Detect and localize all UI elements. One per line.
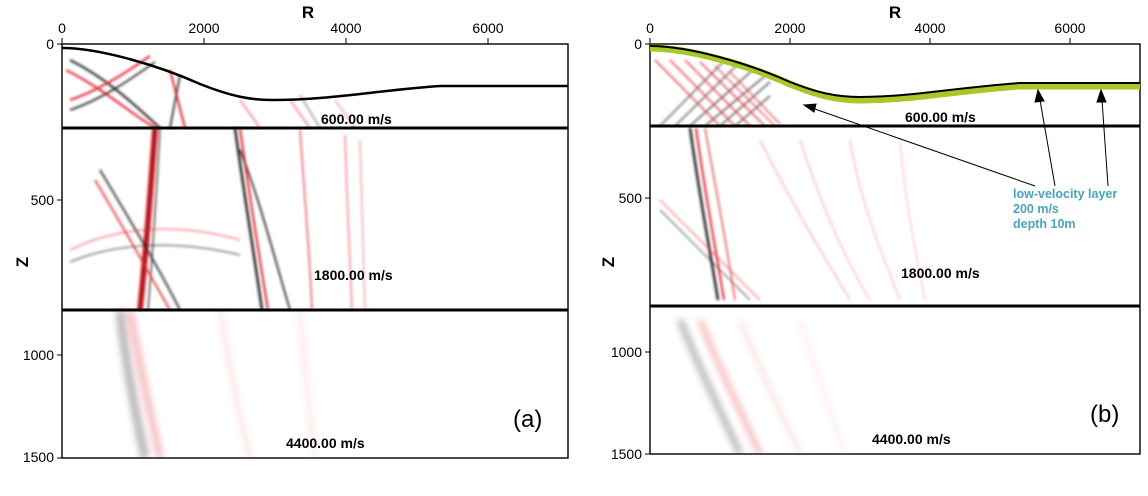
- y-ticks-b: 0 500 1000 1500: [611, 36, 650, 462]
- x-tick-label: 4000: [914, 20, 945, 36]
- surface-topography-b: [649, 45, 1140, 99]
- panel-b: 0 2000 4000 6000 R 0 500 1000 1500 Z 600…: [599, 3, 1141, 462]
- plot-frame-b: [649, 43, 1141, 455]
- y-ticks-a: 0 500 1000 1500: [23, 36, 62, 465]
- y-tick-label: 500: [619, 190, 643, 206]
- panel-a: 0 2000 4000 6000 R 0 500 1000 1500 Z 600…: [13, 3, 569, 465]
- annotation-arrows: [802, 88, 1109, 187]
- panel-label-a: (a): [513, 406, 542, 433]
- x-tick-label: 0: [646, 20, 654, 36]
- x-tick-label: 2000: [774, 20, 805, 36]
- layer-velocity-1-a: 600.00 m/s: [321, 111, 392, 127]
- y-tick-label: 1500: [611, 446, 642, 462]
- x-tick-label: 2000: [188, 20, 219, 36]
- x-tick-label: 6000: [472, 20, 503, 36]
- layer-velocity-3-a: 4400.00 m/s: [286, 435, 365, 451]
- low-velocity-layer-annotation: low-velocity layer 200 m/s depth 10m: [1013, 187, 1117, 231]
- low-velocity-layer-band: [649, 44, 1140, 104]
- y-axis-title-b: Z: [599, 257, 618, 267]
- y-tick-label: 0: [634, 36, 642, 52]
- annotation-line-1: low-velocity layer: [1013, 187, 1117, 201]
- wavefield-a: [65, 55, 366, 458]
- annotation-line-3: depth 10m: [1013, 217, 1076, 231]
- y-tick-label: 0: [46, 36, 54, 52]
- plot-frame-a: [61, 43, 569, 459]
- panel-label-b: (b): [1090, 401, 1119, 428]
- x-axis-title-a: R: [302, 3, 314, 22]
- y-tick-label: 1500: [23, 449, 54, 465]
- y-tick-label: 1000: [611, 344, 642, 360]
- x-tick-label: 0: [58, 20, 66, 36]
- layer-velocity-3-b: 4400.00 m/s: [872, 431, 951, 447]
- x-tick-label: 6000: [1054, 20, 1085, 36]
- y-tick-label: 1000: [23, 347, 54, 363]
- annotation-line-2: 200 m/s: [1013, 202, 1059, 216]
- layer-velocity-1-b: 600.00 m/s: [905, 109, 976, 125]
- wavefield-b: [654, 59, 926, 454]
- x-axis-title-b: R: [889, 3, 901, 22]
- surface-topography-a: [61, 46, 568, 102]
- x-tick-label: 4000: [330, 20, 361, 36]
- layer-velocity-2-a: 1800.00 m/s: [314, 267, 393, 283]
- x-ticks-b: 0 2000 4000 6000: [646, 20, 1086, 44]
- x-ticks-a: 0 2000 4000 6000: [58, 20, 504, 44]
- y-axis-title-a: Z: [13, 257, 32, 267]
- y-tick-label: 500: [31, 192, 55, 208]
- layer-velocity-2-b: 1800.00 m/s: [901, 265, 980, 281]
